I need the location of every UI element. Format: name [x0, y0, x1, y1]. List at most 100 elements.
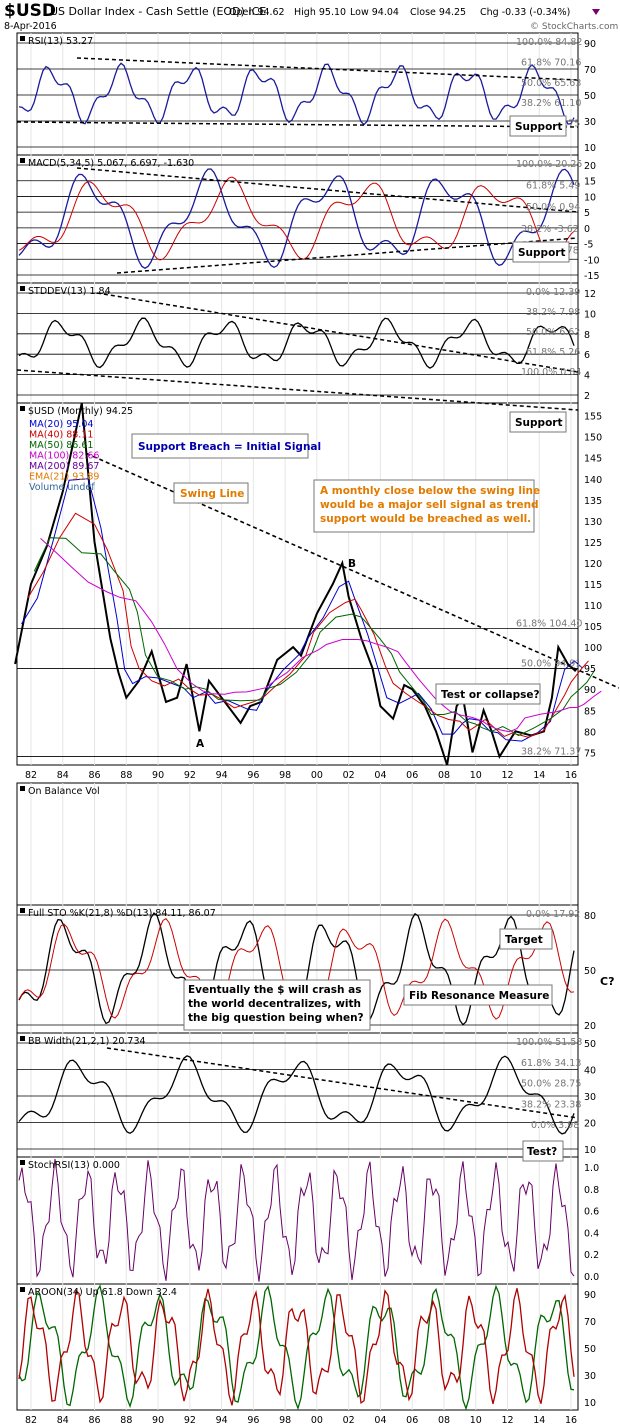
x-tick-top: 94 — [216, 770, 228, 781]
index-name: US Dollar Index - Cash Settle (EOD) ICE — [50, 5, 266, 18]
x-tick-bottom: 16 — [565, 1415, 577, 1426]
x-tick-bottom: 02 — [343, 1415, 355, 1426]
y-tick-rsi: 70 — [584, 65, 596, 76]
x-tick-bottom: 10 — [470, 1415, 482, 1426]
svg-text:A monthly close below the swin: A monthly close below the swing line wou… — [320, 485, 544, 525]
x-tick-top: 96 — [247, 770, 259, 781]
swing-line-annotation: Swing Line — [173, 482, 249, 504]
fib-label-rsi: 38.2% 61.10 — [521, 98, 581, 109]
moving-average-line — [21, 478, 583, 742]
y-tick-macd: 20 — [584, 161, 596, 172]
test-or-collapse-annotation: Test or collapse? — [435, 683, 541, 705]
panel-rsi — [16, 32, 579, 156]
fib-label-bbw: 100.0% 51.53 — [516, 1037, 582, 1048]
moving-average-line — [33, 537, 596, 737]
crash-annotation: Eventually the $ will crash as the world… — [183, 979, 371, 1031]
aroon-down-line — [18, 1288, 575, 1406]
svg-text:Support Breach = Initial Signa: Support Breach = Initial Signal — [138, 441, 321, 453]
sell-signal-line-2: would be a major sell signal as trend — [320, 499, 539, 511]
svg-text:Support: Support — [518, 247, 565, 259]
legend-entry: MA(200) 89.67 — [29, 461, 99, 472]
y-tick-rsi: 90 — [584, 39, 596, 50]
x-tick-top: 02 — [343, 770, 355, 781]
source: © StockCharts.com — [530, 22, 618, 32]
x-tick-bottom: 86 — [89, 1415, 101, 1426]
panel-bullet — [20, 406, 25, 411]
crash-line-1: Eventually the $ will crash as — [188, 984, 361, 996]
y-tick-macd: -10 — [584, 255, 600, 266]
y-tick-aroon: 70 — [584, 1317, 596, 1328]
panel-bullet — [20, 286, 25, 291]
y-tick-stddev: 12 — [584, 289, 596, 300]
svg-text:Test?: Test? — [527, 1146, 557, 1158]
y-tick-stddev: 4 — [584, 371, 590, 382]
legend-entry: MA(50) 86.61 — [29, 440, 93, 451]
x-tick-bottom: 94 — [216, 1415, 228, 1426]
fib-label-stddev: 61.8% 5.26 — [526, 347, 580, 358]
x-tick-bottom: 88 — [120, 1415, 132, 1426]
aroon-up-line — [18, 1284, 575, 1411]
y-tick-price: 115 — [584, 580, 602, 591]
fib-label-rsi: 61.8% 70.16 — [521, 57, 581, 68]
target-annotation: Target — [499, 928, 553, 950]
x-tick-bottom: 08 — [438, 1415, 450, 1426]
y-tick-rsi: 10 — [584, 143, 596, 154]
y-tick-bbw: 50 — [584, 1039, 596, 1050]
rsi-line — [18, 62, 575, 126]
panel-obv — [16, 782, 579, 906]
x-tick-top: 04 — [374, 770, 386, 781]
x-tick-top: 90 — [152, 770, 164, 781]
fib-label-bbw: 0.0% 3.98 — [531, 1120, 579, 1131]
svg-text:Support: Support — [515, 121, 562, 133]
x-tick-bottom: 82 — [25, 1415, 37, 1426]
y-tick-aroon: 50 — [584, 1344, 596, 1355]
panel-bullet — [20, 786, 25, 791]
fib-label-bbw: 38.2% 23.38 — [521, 1099, 581, 1110]
y-tick-bbw: 10 — [584, 1145, 596, 1156]
fib-label-macd: 50.0% 0.94 — [526, 202, 580, 213]
panel-bullet — [20, 158, 25, 163]
y-tick-price: 130 — [584, 517, 602, 528]
panel-stddev — [16, 282, 579, 404]
y-tick-aroon: 10 — [584, 1398, 596, 1409]
svg-text:Test or collapse?: Test or collapse? — [441, 689, 540, 701]
x-tick-top: 08 — [438, 770, 450, 781]
y-tick-price: 135 — [584, 496, 602, 507]
bbw-test-callout: Test? — [522, 1140, 564, 1162]
fib-label-stddev: 0.0% 12.39 — [526, 287, 580, 298]
y-tick-rsi: 50 — [584, 91, 596, 102]
y-tick-macd: -5 — [584, 240, 593, 251]
rsi-support-callout: Support — [509, 115, 567, 137]
trend-line — [116, 237, 579, 274]
moving-average-line — [40, 538, 602, 733]
y-tick-macd: 15 — [584, 177, 596, 188]
panel-label-sto: Full STO %K(21,8) %D(13) 84.11, 86.07 — [28, 908, 216, 919]
x-tick-bottom: 90 — [152, 1415, 164, 1426]
crash-line-2: the world decentralizes, with — [188, 998, 361, 1010]
legend-entry: MA(40) 88.11 — [29, 430, 93, 441]
stochrsi-line — [18, 1158, 575, 1282]
y-tick-price: 95 — [584, 664, 596, 675]
fib-label-bbw: 61.8% 34.13 — [521, 1058, 581, 1069]
panel-label-obv: On Balance Vol — [28, 786, 100, 797]
panel-label-price: $USD (Monthly) 94.25 — [28, 406, 133, 417]
sell-signal-annotation: A monthly close below the swing line wou… — [313, 479, 544, 533]
fib-label-sto: 0.0% 17.92 — [526, 909, 580, 920]
sell-signal-line-3: support would be breached as well. — [320, 513, 531, 525]
fib-label-macd: 100.0% 20.25 — [516, 159, 582, 170]
y-tick-sto: 20 — [584, 1021, 596, 1032]
close-value: Close 94.25 — [410, 7, 466, 18]
x-tick-top: 82 — [25, 770, 37, 781]
swing-line — [86, 452, 620, 689]
fib-label-rsi: 50.0% 65.63 — [521, 78, 581, 89]
panel-label-aroon: AROON(34) Up 61.8 Down 32.4 — [28, 1287, 177, 1298]
panel-label-stochrsi: StochRSI(13) 0.000 — [28, 1160, 120, 1171]
fib-label-rsi: 100.0% 84.82 — [516, 37, 582, 48]
x-tick-bottom: 96 — [247, 1415, 259, 1426]
x-tick-top: 06 — [406, 770, 418, 781]
down-arrow-icon — [592, 9, 600, 15]
x-tick-top: 10 — [470, 770, 482, 781]
fib-label-stddev: 50.0% 6.62 — [526, 327, 580, 338]
y-tick-stddev: 6 — [584, 350, 590, 361]
